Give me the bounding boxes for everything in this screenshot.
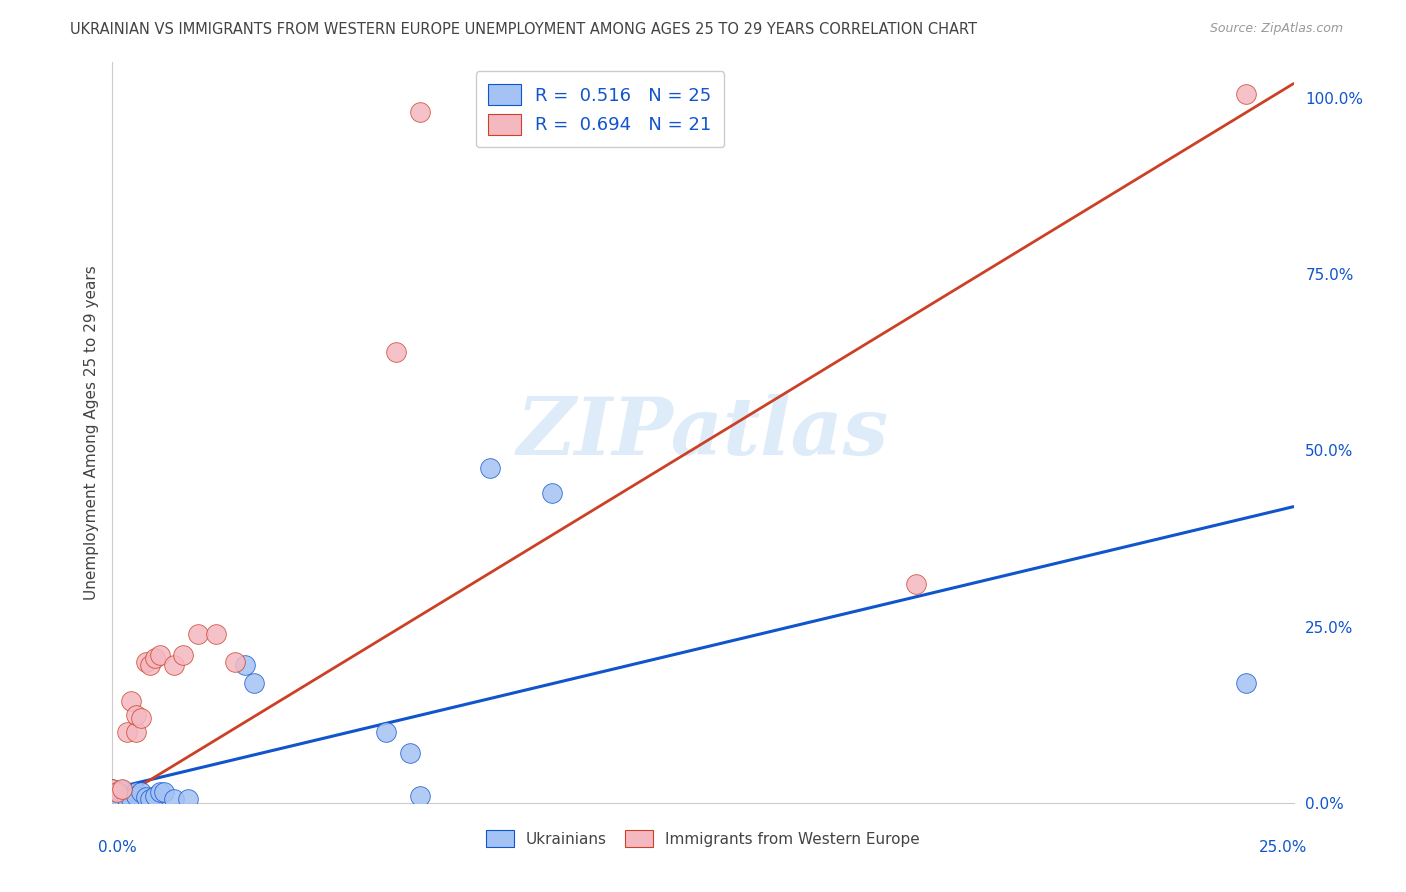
Point <box>125 785 148 799</box>
Point <box>115 792 138 806</box>
Point <box>163 658 186 673</box>
Point <box>129 711 152 725</box>
Point <box>385 344 408 359</box>
Point <box>101 781 124 796</box>
Point <box>149 785 172 799</box>
Point <box>1234 87 1257 102</box>
Point <box>143 651 166 665</box>
Point <box>120 693 142 707</box>
Text: UKRAINIAN VS IMMIGRANTS FROM WESTERN EUROPE UNEMPLOYMENT AMONG AGES 25 TO 29 YEA: UKRAINIAN VS IMMIGRANTS FROM WESTERN EUR… <box>70 22 977 37</box>
Point <box>139 792 162 806</box>
Text: 25.0%: 25.0% <box>1260 840 1308 855</box>
Point <box>129 785 152 799</box>
Point <box>177 792 200 806</box>
Point <box>139 658 162 673</box>
Y-axis label: Unemployment Among Ages 25 to 29 years: Unemployment Among Ages 25 to 29 years <box>83 265 98 600</box>
Point <box>135 655 157 669</box>
Point <box>408 789 430 803</box>
Text: Source: ZipAtlas.com: Source: ZipAtlas.com <box>1209 22 1343 36</box>
Point <box>399 747 422 761</box>
Text: ZIPatlas: ZIPatlas <box>517 394 889 471</box>
Point <box>111 783 134 797</box>
Point <box>115 725 138 739</box>
Point <box>172 648 194 662</box>
Point <box>125 725 148 739</box>
Point <box>135 790 157 805</box>
Point <box>111 781 134 796</box>
Point <box>540 485 562 500</box>
Point <box>120 792 142 806</box>
Point <box>904 577 927 591</box>
Point <box>243 676 266 690</box>
Point <box>105 785 128 799</box>
Point <box>233 658 256 673</box>
Point <box>153 785 176 799</box>
Point <box>149 648 172 662</box>
Point <box>105 785 128 799</box>
Point <box>101 781 124 796</box>
Point <box>125 789 148 803</box>
Point <box>205 626 228 640</box>
Point <box>163 792 186 806</box>
Point <box>125 707 148 722</box>
Point <box>1234 676 1257 690</box>
Point <box>105 789 128 803</box>
Point <box>479 461 502 475</box>
Point <box>143 789 166 803</box>
Point <box>375 725 398 739</box>
Text: 0.0%: 0.0% <box>98 840 138 855</box>
Legend: Ukrainians, Immigrants from Western Europe: Ukrainians, Immigrants from Western Euro… <box>475 819 931 858</box>
Point <box>408 104 430 119</box>
Point <box>186 626 208 640</box>
Point <box>115 790 138 805</box>
Point <box>224 655 246 669</box>
